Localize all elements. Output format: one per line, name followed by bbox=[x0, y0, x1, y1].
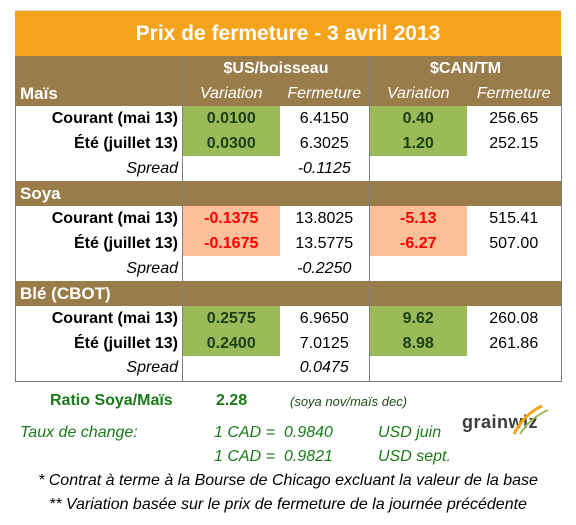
ratio-note: (soya nov/maïs dec) bbox=[290, 394, 408, 409]
table-row: Été (juillet 13) 0.2400 7.0125 8.98 261.… bbox=[15, 331, 563, 356]
section-label-ble: Blé (CBOT) bbox=[15, 281, 183, 306]
ratio-label: Ratio Soya/Maïs bbox=[50, 392, 173, 409]
cad-variation-header: Variation bbox=[369, 81, 467, 106]
grainwiz-logo: grainwiz bbox=[462, 404, 554, 438]
spread-row: Spread -0.2250 bbox=[15, 256, 563, 281]
exchange-line1-prefix: 1 CAD = bbox=[214, 424, 275, 441]
cad-header: $CAN/TM bbox=[368, 56, 563, 81]
table-row: Été (juillet 13) 0.0300 6.3025 1.20 252.… bbox=[15, 131, 563, 156]
header-row-columns: Maïs Variation Fermeture Variation Ferme… bbox=[15, 81, 563, 106]
table-row: Courant (mai 13) -0.1375 13.8025 -5.13 5… bbox=[15, 206, 563, 231]
section-header-soya: Soya bbox=[15, 181, 563, 206]
exchange-label: Taux de change: bbox=[20, 424, 138, 441]
logo-swoosh-icon bbox=[512, 404, 549, 435]
exchange-line2-suffix: USD sept. bbox=[378, 448, 451, 465]
footnote-1: * Contrat à terme à la Bourse de Chicago… bbox=[38, 472, 538, 489]
section-label-mais: Maïs bbox=[15, 81, 183, 106]
header-row-units: $US/boisseau $CAN/TM bbox=[15, 56, 563, 81]
exchange-line1-suffix: USD juin bbox=[378, 424, 442, 441]
ratio-value: 2.28 bbox=[216, 392, 248, 409]
exchange-line2-value: 0.9821 bbox=[284, 448, 333, 465]
spread-row: Spread 0.0475 bbox=[15, 356, 563, 382]
exchange-line2-prefix: 1 CAD = bbox=[214, 448, 275, 465]
spread-row: Spread -0.1125 bbox=[15, 156, 563, 181]
exchange-line1-value: 0.9840 bbox=[284, 424, 333, 441]
footnote-2: ** Variation basée sur le prix de fermet… bbox=[49, 496, 527, 513]
cad-fermeture-header: Fermeture bbox=[466, 81, 563, 106]
section-header-ble: Blé (CBOT) bbox=[15, 281, 563, 306]
usd-header: $US/boisseau bbox=[182, 56, 370, 81]
table-row: Courant (mai 13) 0.0100 6.4150 0.40 256.… bbox=[15, 106, 563, 131]
price-table: $US/boisseau $CAN/TM Maïs Variation Ferm… bbox=[15, 56, 563, 382]
usd-variation-header: Variation bbox=[182, 81, 280, 106]
usd-fermeture-header: Fermeture bbox=[279, 81, 370, 106]
page-title: Prix de fermeture - 3 avril 2013 bbox=[15, 10, 561, 56]
table-row: Été (juillet 13) -0.1675 13.5775 -6.27 5… bbox=[15, 231, 563, 256]
section-label-soya: Soya bbox=[15, 181, 183, 206]
table-row: Courant (mai 13) 0.2575 6.9650 9.62 260.… bbox=[15, 306, 563, 331]
